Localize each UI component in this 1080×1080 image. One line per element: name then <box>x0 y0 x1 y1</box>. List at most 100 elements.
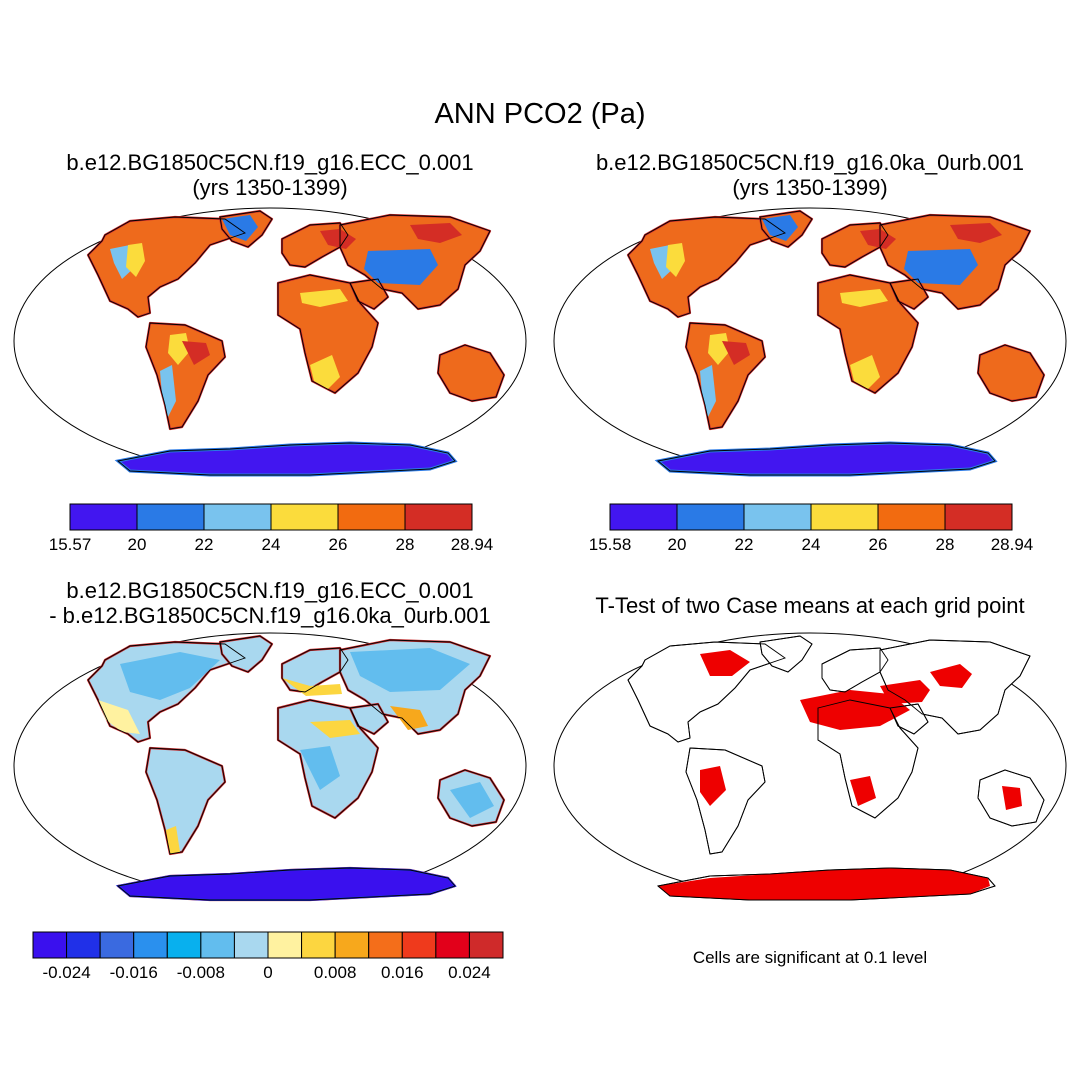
coastline-australia <box>977 769 1045 827</box>
pco2-region-5 <box>126 243 145 277</box>
coastline-greenland <box>219 635 273 673</box>
diff-region-4 <box>310 720 360 738</box>
coastline-greenland <box>759 635 813 673</box>
panel-title-case1-line2: (yrs 1350-1399) <box>192 175 348 200</box>
colorbar-swatch-0 <box>32 931 68 959</box>
pco2-region-8 <box>168 333 190 365</box>
colorbar-label-2: 22 <box>735 535 754 554</box>
panel-title-ttest: T-Test of two Case means at each grid po… <box>595 593 1025 618</box>
colorbar-label-6: 0.024 <box>448 963 491 982</box>
colorbar-label-0: -0.024 <box>42 963 90 982</box>
colorbar-swatch-1 <box>136 503 205 531</box>
colorbar-swatch-4 <box>337 503 406 531</box>
coastline-antarctica <box>116 442 456 476</box>
colorbar-label-5: 28 <box>936 535 955 554</box>
significant-region-0 <box>700 650 750 676</box>
colorbar-swatch-12 <box>435 931 470 959</box>
colorbar-swatch-3 <box>270 503 339 531</box>
colorbar-swatch-5 <box>944 503 1013 531</box>
map-ttest <box>553 632 1067 901</box>
pco2-region-1 <box>904 249 978 285</box>
colorbar-label-2: 22 <box>195 535 214 554</box>
coastline-australia <box>437 769 505 827</box>
map-difference <box>13 632 527 902</box>
coastline-south-america <box>145 322 226 430</box>
significant-region-7 <box>658 868 990 900</box>
significance-note: Cells are significant at 0.1 level <box>692 948 928 967</box>
colorbar-swatch-7 <box>267 931 303 959</box>
coastline-asia <box>339 639 491 735</box>
pco2-region-6 <box>300 289 348 307</box>
colorbar-swatch-0 <box>609 503 678 531</box>
colorbar-swatch-5 <box>200 931 235 959</box>
panel-title-case1-line1: b.e12.BG1850C5CN.f19_g16.ECC_0.001 <box>66 150 474 175</box>
diff-region-8 <box>300 746 340 790</box>
colorbar-swatch-8 <box>301 931 336 959</box>
panel-title-difference-line1: b.e12.BG1850C5CN.f19_g16.ECC_0.001 <box>66 578 474 603</box>
coastline-antarctica <box>656 867 996 901</box>
diff-region-6 <box>166 826 180 854</box>
coastline-arabia <box>349 278 389 310</box>
map-case1 <box>13 207 527 477</box>
coastline-arabia <box>889 703 929 735</box>
coastline-asia <box>879 214 1031 310</box>
coastline-australia <box>437 344 505 402</box>
colorbar-swatch-0 <box>69 503 138 531</box>
coastline-greenland <box>219 210 273 248</box>
significant-region-4 <box>700 766 726 806</box>
colorbar-label-4: 0.008 <box>314 963 357 982</box>
significant-region-3 <box>930 664 972 688</box>
colorbar-label-3: 24 <box>802 535 821 554</box>
colorbar-label-6: 28.94 <box>451 535 494 554</box>
pco2-region-3 <box>160 365 176 417</box>
colorbar-swatch-10 <box>368 931 403 959</box>
diff-region-0 <box>120 652 220 700</box>
coastline-north-america <box>87 216 246 318</box>
coastline-greenland <box>759 210 813 248</box>
pco2-region-7 <box>850 355 880 389</box>
significant-region-2 <box>880 680 930 704</box>
coastline-antarctica <box>116 867 456 901</box>
colorbar-swatch-3 <box>810 503 879 531</box>
diff-region-5 <box>390 706 428 730</box>
colorbar-swatch-2 <box>99 931 135 959</box>
colorbar-label-1: 20 <box>128 535 147 554</box>
coastline-north-america <box>627 216 786 318</box>
colorbar-label-1: -0.016 <box>110 963 158 982</box>
diff-region-2 <box>98 700 140 734</box>
diff-region-7 <box>450 782 494 818</box>
coastline-north-america <box>627 641 786 743</box>
colorbar-swatch-4 <box>166 931 202 959</box>
colorbar-case2: 15.58 20 22 24 26 28 28.94 <box>589 503 1034 554</box>
significant-region-5 <box>850 776 876 806</box>
coastline-arabia <box>889 278 929 310</box>
panel-title-case2-line1: b.e12.BG1850C5CN.f19_g16.0ka_0urb.001 <box>595 150 1025 175</box>
colorbar-label-5: 0.016 <box>381 963 424 982</box>
pco2-region-6 <box>840 289 888 307</box>
coastline-south-america <box>685 322 766 430</box>
coastline-europe <box>821 222 889 268</box>
colorbar-swatch-3 <box>133 931 168 959</box>
colorbar-label-6: 28.94 <box>991 535 1034 554</box>
colorbar-swatch-2 <box>203 503 272 531</box>
pco2-region-3 <box>700 365 716 417</box>
pco2-region-4 <box>762 215 798 241</box>
colorbar-swatch-13 <box>468 931 504 959</box>
colorbar-swatch-9 <box>334 931 370 959</box>
colorbar-swatch-11 <box>401 931 437 959</box>
colorbar-swatch-2 <box>743 503 812 531</box>
figure-title: ANN PCO2 (Pa) <box>434 98 646 130</box>
coastline-australia <box>977 344 1045 402</box>
diff-region-3 <box>282 678 342 696</box>
coastline-asia <box>879 639 1031 735</box>
coastline-antarctica <box>656 442 996 476</box>
pco2-region-7 <box>310 355 340 389</box>
pco2-region-1 <box>364 249 438 285</box>
colorbar-label-2: -0.008 <box>177 963 225 982</box>
colorbar-label-5: 28 <box>396 535 415 554</box>
diff-region-1 <box>350 648 470 692</box>
colorbar-label-4: 26 <box>329 535 348 554</box>
colorbar-label-3: 0 <box>263 963 272 982</box>
panel-title-difference-line2: - b.e12.BG1850C5CN.f19_g16.0ka_0urb.001 <box>49 603 491 628</box>
pco2-region-11 <box>950 223 1002 243</box>
